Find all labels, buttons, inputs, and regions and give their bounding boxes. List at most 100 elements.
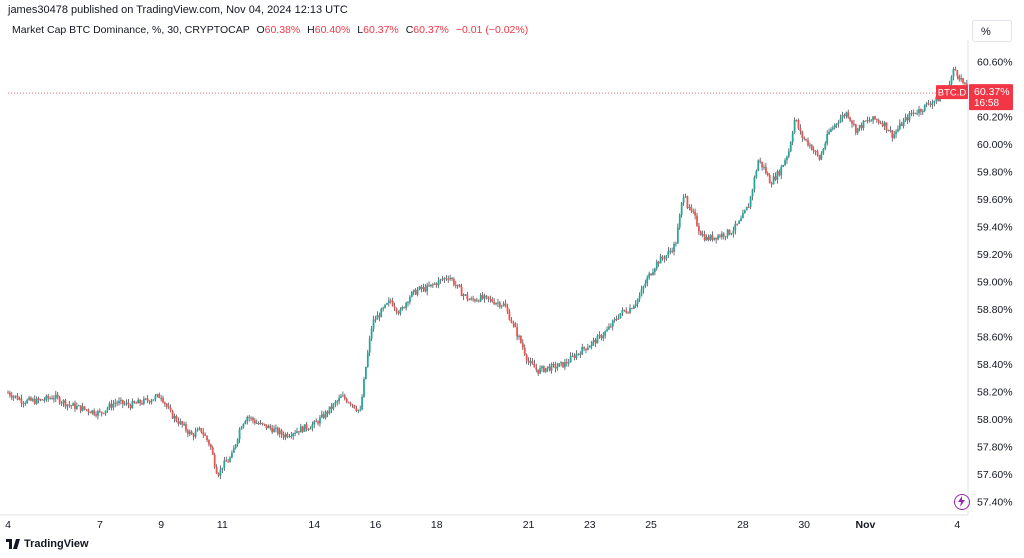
candle-body	[454, 284, 457, 286]
close-label: C	[405, 24, 414, 36]
candle-body	[916, 113, 918, 115]
candle-body	[608, 326, 610, 330]
y-tick-label: 59.20%	[977, 249, 1013, 261]
percent-scale-button[interactable]: %	[972, 20, 1012, 42]
open-value: 60.38%	[264, 24, 301, 36]
candle-body	[952, 68, 955, 77]
candle-body	[655, 261, 658, 269]
candle-body	[891, 130, 894, 138]
candle-body	[839, 118, 842, 123]
candle-body	[125, 402, 128, 404]
candle-body	[520, 336, 522, 343]
candle-body	[202, 432, 205, 435]
candle-body	[837, 122, 840, 124]
candle-body	[600, 334, 603, 339]
candle-body	[778, 171, 781, 176]
candle-body	[898, 123, 901, 129]
candle-body	[31, 399, 34, 401]
candle-body	[443, 277, 446, 280]
candle-body	[650, 273, 652, 276]
candle-body	[573, 355, 576, 359]
candle-body	[349, 402, 352, 405]
candle-body	[284, 433, 287, 438]
candle-body	[355, 408, 358, 411]
candle-body	[623, 309, 626, 311]
candle-body	[768, 175, 771, 184]
candle-body	[326, 411, 329, 414]
x-tick-label: 30	[798, 519, 810, 531]
candle-body	[179, 421, 182, 424]
candle-body	[724, 236, 727, 238]
candle-body	[43, 399, 46, 401]
tradingview-logo-icon	[6, 539, 20, 549]
candle-body	[495, 303, 497, 305]
candle-body	[931, 102, 934, 105]
candle-body	[370, 328, 373, 339]
candle-body	[632, 305, 635, 309]
candle-body	[453, 279, 455, 285]
candle-body	[389, 300, 392, 302]
candle-body	[851, 120, 853, 124]
candle-body	[232, 448, 235, 453]
candle-body	[428, 285, 430, 287]
candle-body	[653, 268, 656, 273]
candle-body	[720, 233, 723, 237]
candle-body	[278, 430, 281, 434]
candle-body	[194, 431, 197, 437]
candle-body	[108, 403, 111, 409]
candle-body	[715, 237, 718, 240]
candle-body	[110, 403, 113, 408]
tradingview-brand[interactable]: TradingView	[6, 538, 89, 550]
candle-body	[887, 129, 890, 132]
candle-body	[604, 331, 607, 336]
high-label: H	[307, 24, 315, 36]
candle-body	[221, 467, 224, 470]
candle-body	[680, 202, 683, 215]
candle-body	[929, 104, 932, 106]
candle-body	[921, 110, 924, 112]
candle-body	[338, 397, 341, 402]
y-tick-label: 60.20%	[977, 111, 1013, 123]
candle-body	[552, 363, 555, 365]
candle-body	[619, 313, 622, 319]
candle-body	[120, 399, 122, 402]
candle-body	[565, 362, 568, 364]
candle-body	[914, 112, 917, 114]
lightning-icon[interactable]	[954, 494, 970, 510]
candle-body	[129, 405, 132, 409]
candle-body	[361, 396, 363, 410]
candle-body	[213, 454, 216, 467]
candle-body	[625, 310, 628, 313]
y-tick-label: 58.40%	[977, 359, 1013, 371]
candle-body	[745, 206, 748, 211]
candle-body	[100, 411, 103, 413]
candle-body	[690, 206, 693, 211]
candle-body	[135, 402, 138, 404]
candle-body	[9, 392, 11, 396]
candle-body	[763, 166, 765, 168]
candle-body	[824, 143, 827, 150]
x-tick-label: 9	[158, 519, 164, 531]
candle-body	[384, 304, 386, 308]
candle-body	[669, 250, 672, 252]
candle-body	[751, 189, 754, 197]
candle-body	[897, 128, 899, 132]
candle-body	[386, 303, 388, 305]
candle-body	[28, 397, 30, 400]
candle-body	[770, 183, 773, 185]
candle-body	[209, 444, 212, 448]
candle-body	[342, 395, 344, 397]
candle-body	[906, 117, 909, 121]
candle-body	[146, 398, 149, 401]
candle-body	[41, 399, 44, 401]
candle-body	[188, 431, 191, 434]
candle-body	[910, 113, 913, 115]
candle-body	[231, 452, 233, 458]
candle-body	[479, 294, 482, 302]
candle-body	[192, 434, 195, 437]
candle-body	[502, 303, 505, 306]
candle-body	[801, 131, 804, 138]
candle-body	[508, 311, 511, 321]
candle-body	[156, 394, 159, 396]
